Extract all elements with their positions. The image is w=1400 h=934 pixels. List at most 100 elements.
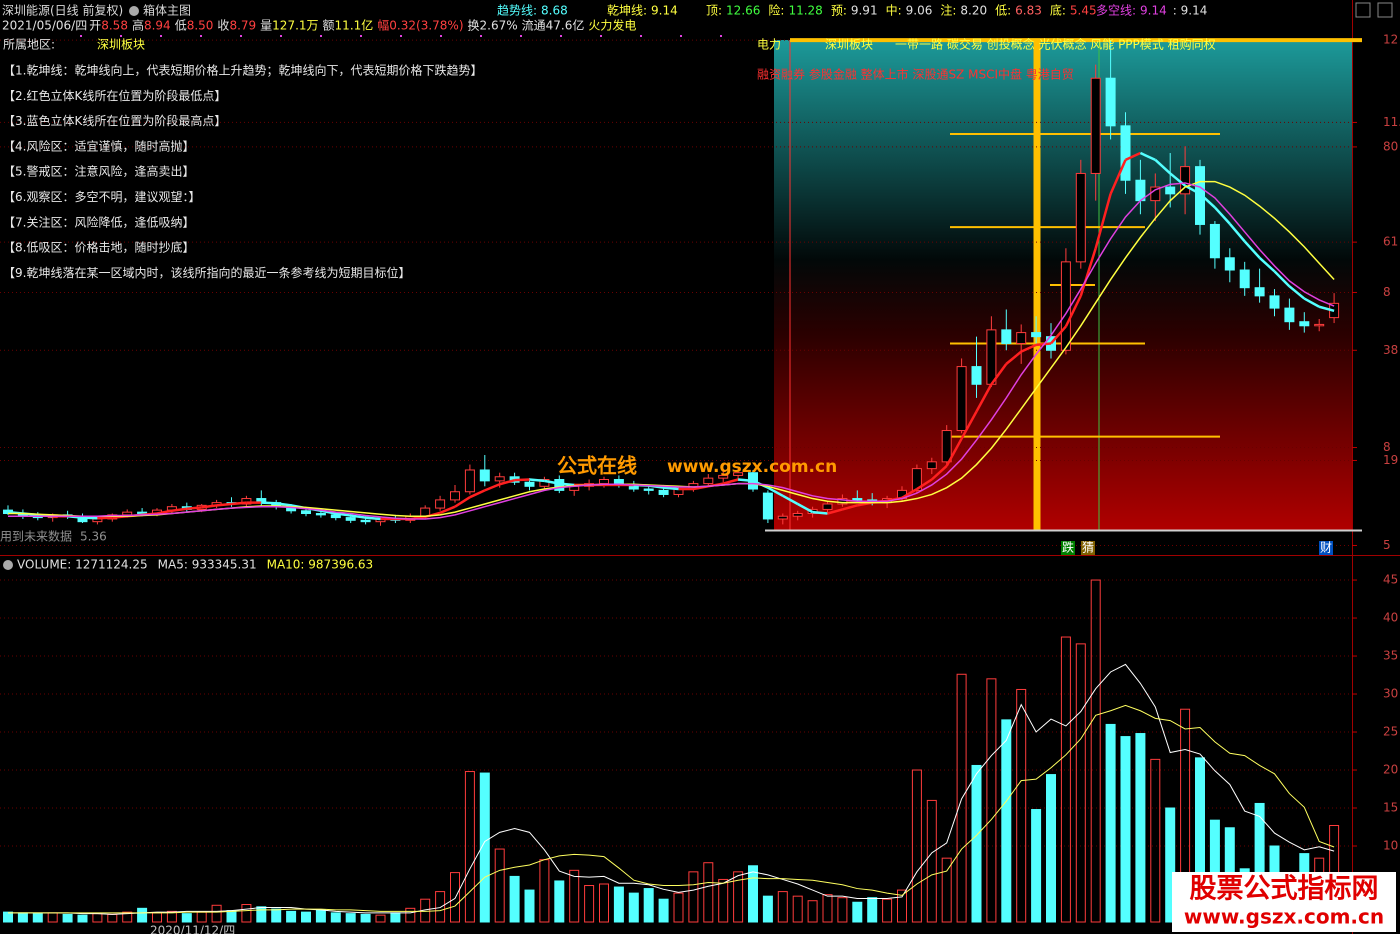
volume-bar (1150, 758, 1161, 923)
volume-bar (852, 901, 863, 923)
trend-line (827, 508, 843, 515)
y-tick-label: 10 (1383, 839, 1398, 853)
candle-body (450, 491, 460, 501)
candle-body (1224, 257, 1235, 271)
trend-line (350, 514, 366, 519)
trend-line (945, 438, 963, 467)
candle-body (494, 476, 505, 482)
volume-bar (897, 889, 907, 923)
region-label: 所属地区: (3, 38, 55, 52)
y-tick-label: 61 (1383, 235, 1398, 249)
quote-value: 8.58 (101, 19, 128, 33)
volume-bar (315, 909, 326, 923)
trend-line (1154, 158, 1172, 175)
volume-bar (792, 895, 803, 923)
window-button[interactable] (1355, 2, 1371, 18)
volume-bar (3, 911, 13, 923)
volume-bar (524, 889, 535, 923)
note: 【6.观察区：多空不明，建议观望：】 (3, 190, 200, 204)
volume-bar (271, 908, 282, 923)
quote-value: 127.1万 (272, 19, 318, 33)
trend-line (499, 478, 515, 486)
window-button[interactable] (1377, 2, 1393, 18)
quote-label: 低 (175, 19, 187, 33)
quote-value: 8.94 (144, 19, 171, 33)
trend-line (216, 502, 232, 507)
tags: 融资融券 参股金融 整体上市 深股通SZ MSCI中盘 粤港自贸 (757, 67, 1074, 82)
trend-line (1005, 350, 1022, 365)
volume-bar (986, 678, 997, 923)
trend-line (1124, 151, 1141, 161)
region-value: 深圳板块 (97, 38, 145, 52)
candle-body (330, 514, 341, 519)
volume-bar (226, 910, 237, 923)
trend-line (469, 489, 486, 499)
trend-line (722, 478, 739, 485)
volume-bar (1046, 774, 1056, 923)
volume-bar (345, 913, 356, 923)
trend-line (990, 363, 1008, 386)
candle-body (852, 498, 863, 501)
trend-line (1079, 247, 1097, 297)
volume-bar (211, 904, 222, 923)
concept-region: 深圳板块 (825, 38, 873, 52)
level-name: 中: (886, 3, 902, 18)
menu-icon (3, 560, 13, 570)
y-tick-label: 45 (1383, 573, 1398, 587)
quote-value: 47.6亿 (546, 18, 585, 33)
trend-line (930, 464, 948, 481)
quote-value: 0.32(3.78%) (389, 19, 463, 33)
marker-label: 财 (1320, 541, 1332, 555)
trend-line (782, 494, 799, 506)
level-value: 8.20 (960, 4, 987, 18)
marker-label: 猜 (1082, 541, 1094, 555)
marker-dot (80, 35, 82, 37)
note: 【1.乾坤线：乾坤线向上，代表短期价格上升趋势；乾坤线向下，代表短期价格下跌趋势… (3, 63, 482, 78)
quote-label: 流通 (522, 19, 546, 33)
y-tick-label: 15 (1383, 801, 1398, 815)
quote-label: 高 (132, 18, 144, 33)
y-tick-label: 38 (1383, 343, 1398, 357)
long-short-value: 9.14 (1140, 4, 1167, 18)
candle-body (1075, 172, 1086, 263)
candle-body (1180, 166, 1191, 195)
trend-line (797, 502, 814, 514)
level-name: 底: (1050, 3, 1066, 18)
trend-line (171, 507, 187, 513)
trend-line (1139, 151, 1156, 161)
candle-body (1060, 261, 1071, 351)
trend-line (737, 478, 754, 483)
volume-bar (1090, 579, 1101, 923)
volume-bar (17, 912, 28, 923)
y-tick-label: 25 (1383, 725, 1398, 739)
note: 【2.红色立体K线所在位置为阶段最低点】 (3, 88, 226, 103)
volume-bar (569, 869, 580, 923)
trend-line (1094, 193, 1112, 249)
marker-dot (560, 35, 562, 37)
date-label: 2020/11/12/四 (150, 924, 235, 934)
volume-bar (1105, 723, 1116, 923)
candle-body (241, 498, 252, 505)
candle-body (792, 513, 803, 517)
candle-body (1001, 329, 1012, 344)
volume-bar (733, 871, 744, 923)
trend-line (1199, 192, 1216, 209)
candle-body (1284, 307, 1295, 323)
volume-bar (77, 914, 88, 923)
volume-bar (330, 912, 341, 923)
menu-icon (129, 6, 139, 16)
volume-header: MA5: 933345.31 (158, 558, 257, 572)
volume-bar (867, 897, 878, 923)
trend-line (514, 478, 530, 482)
trend-line (186, 506, 202, 510)
volume-bar (554, 880, 565, 923)
volume-bar (807, 900, 818, 923)
quote-label: 换 (468, 19, 480, 33)
quote-label: 量 (260, 19, 272, 33)
y-tick-label: 19 (1383, 453, 1398, 467)
volume-bar (479, 772, 490, 923)
trend-line (1184, 184, 1201, 195)
volume-bar (1001, 719, 1012, 923)
trend-line (663, 486, 679, 491)
